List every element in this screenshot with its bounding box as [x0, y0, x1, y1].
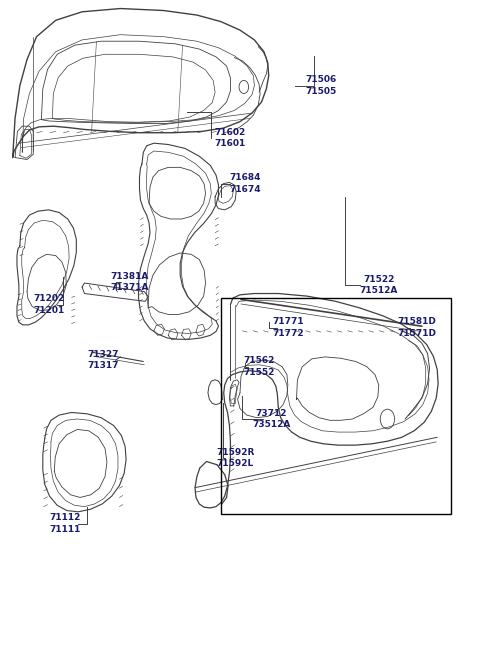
Text: 71602
71601: 71602 71601	[215, 128, 246, 148]
Text: 71112
71111: 71112 71111	[49, 514, 81, 534]
Text: 71381A
71371A: 71381A 71371A	[111, 272, 149, 292]
Text: 71581D
71571D: 71581D 71571D	[397, 317, 437, 338]
Text: 71562
71552: 71562 71552	[243, 356, 275, 377]
Text: 71327
71317: 71327 71317	[88, 350, 120, 371]
Text: 71684
71674: 71684 71674	[229, 174, 261, 194]
Bar	[221, 298, 451, 514]
Text: 71592R
71592L: 71592R 71592L	[216, 448, 254, 468]
Text: 73712
73512A: 73712 73512A	[252, 409, 290, 429]
Text: 71202
71201: 71202 71201	[33, 294, 64, 315]
Text: 71522
71512A: 71522 71512A	[360, 275, 398, 295]
Text: 71771
71772: 71771 71772	[272, 317, 304, 338]
Text: 71506
71505: 71506 71505	[306, 75, 337, 96]
